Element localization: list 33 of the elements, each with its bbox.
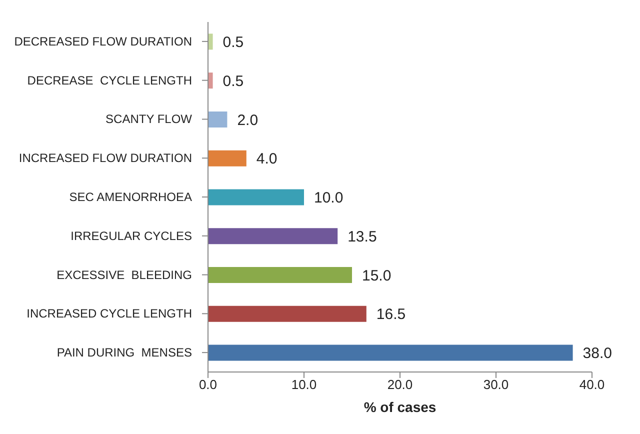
data-label: 13.5 <box>348 228 377 246</box>
y-tick-label: SCANTY FLOW <box>106 112 193 126</box>
x-tick-label: 20.0 <box>387 377 413 392</box>
bar <box>208 344 573 361</box>
data-label: 38.0 <box>582 345 612 362</box>
y-tick-label: IRREGULAR CYCLES <box>70 228 192 243</box>
x-tick-label: 10.0 <box>291 377 317 392</box>
data-label: 10.0 <box>314 190 344 207</box>
data-label: 15.0 <box>362 267 392 284</box>
data-label: 0.5 <box>222 72 244 90</box>
data-label: 4.0 <box>256 150 278 168</box>
x-tick-label: 0.0 <box>198 377 218 392</box>
bar <box>208 228 338 244</box>
data-label: 16.5 <box>376 306 406 324</box>
y-tick-label: DECREASED FLOW DURATION <box>14 34 192 48</box>
data-label: 0.5 <box>222 34 244 51</box>
y-tick-label: DECREASE CYCLE LENGTH <box>27 73 192 88</box>
y-tick-label: PAIN DURING MENSES <box>56 346 192 360</box>
bar <box>208 306 366 322</box>
data-label: 2.0 <box>237 112 258 129</box>
bar <box>208 72 213 89</box>
y-tick-label: INCREASED CYCLE LENGTH <box>26 306 192 321</box>
bar <box>208 150 246 166</box>
x-tick-label: 40.0 <box>579 377 605 392</box>
y-tick-label: INCREASED FLOW DURATION <box>18 151 192 166</box>
bar <box>208 189 304 206</box>
x-axis-title: % of cases <box>364 399 436 415</box>
bar <box>208 267 352 283</box>
y-tick-label: EXCESSIVE BLEEDING <box>56 268 192 282</box>
y-tick-label: SEC AMENORRHOEA <box>69 190 192 204</box>
bar <box>208 34 213 50</box>
x-tick-label: 30.0 <box>483 377 509 392</box>
bar <box>208 111 228 128</box>
